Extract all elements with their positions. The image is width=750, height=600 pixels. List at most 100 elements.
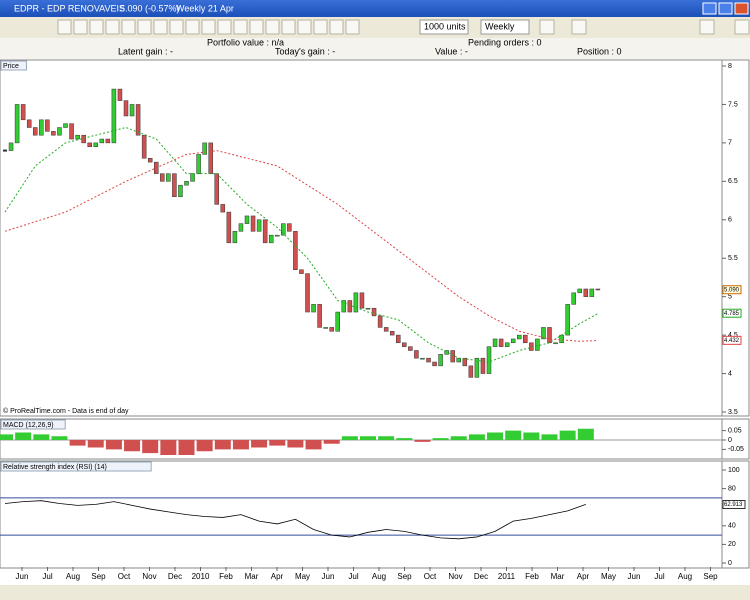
candle xyxy=(281,223,286,236)
candle xyxy=(3,149,7,152)
candle xyxy=(353,292,359,313)
candle xyxy=(20,104,26,121)
status-bar xyxy=(0,585,750,600)
candle xyxy=(196,154,201,174)
macd-bar xyxy=(541,434,558,440)
macd-bar xyxy=(559,430,576,440)
macd-bar xyxy=(232,440,249,450)
candle xyxy=(571,292,576,305)
tool-button[interactable] xyxy=(281,19,296,35)
candle xyxy=(57,127,62,136)
macd-bar xyxy=(378,436,395,440)
y-tick-label: 40 xyxy=(728,523,736,530)
y-tick-label: 3.5 xyxy=(728,409,738,416)
candle xyxy=(365,307,371,310)
y-tick-label: 4.5 xyxy=(728,332,738,339)
tool-button[interactable] xyxy=(734,19,750,35)
tool-button[interactable] xyxy=(89,19,104,35)
minimize-button[interactable] xyxy=(702,2,717,15)
candle xyxy=(208,142,213,174)
pane xyxy=(0,59,723,417)
pane-axis xyxy=(721,460,750,569)
candle xyxy=(87,142,92,147)
y-tick-label: 0 xyxy=(728,560,732,567)
tool-button[interactable] xyxy=(313,19,328,35)
candle xyxy=(256,219,262,232)
y-tick-label: 6.5 xyxy=(728,178,738,185)
tool-button[interactable] xyxy=(153,19,168,35)
macd-bar xyxy=(468,434,485,440)
candle xyxy=(117,88,123,101)
portfolio-value: Portfolio value : n/a xyxy=(207,37,284,47)
candle xyxy=(396,334,401,344)
macd-bar xyxy=(360,436,376,440)
tool-button[interactable] xyxy=(265,19,280,35)
tool-button[interactable] xyxy=(699,19,715,35)
x-tick-label: May xyxy=(601,572,616,581)
macd-bar xyxy=(33,434,50,440)
tool-button[interactable] xyxy=(121,19,136,35)
tool-button[interactable] xyxy=(137,19,152,35)
macd-bar xyxy=(124,440,141,452)
x-tick-label: 2011 xyxy=(498,572,516,581)
x-tick-label: Apr xyxy=(271,572,284,581)
candle xyxy=(565,304,570,336)
pane-title: Relative strength index (RSI) (14) xyxy=(3,464,107,471)
x-tick-label: 2010 xyxy=(192,572,210,581)
candle xyxy=(583,288,589,297)
candle xyxy=(220,204,226,213)
macd-bar xyxy=(577,428,594,440)
candle xyxy=(517,334,522,340)
tool-button[interactable] xyxy=(57,19,72,35)
candle xyxy=(51,131,56,136)
macd-bar xyxy=(142,440,159,454)
tool-button[interactable] xyxy=(233,19,248,35)
maximize-button[interactable] xyxy=(718,2,733,15)
tool-button[interactable] xyxy=(201,19,216,35)
candle xyxy=(383,327,389,332)
candle xyxy=(444,350,449,355)
tool-button[interactable] xyxy=(571,19,587,35)
candle xyxy=(535,338,540,351)
tool-button[interactable] xyxy=(249,19,264,35)
tool-button[interactable] xyxy=(297,19,312,35)
tool-button[interactable] xyxy=(185,19,200,35)
candle xyxy=(147,158,153,163)
candle xyxy=(305,273,310,313)
candle xyxy=(262,219,268,244)
candle xyxy=(389,331,395,336)
x-tick-label: Aug xyxy=(66,572,80,581)
candle xyxy=(474,357,480,378)
latent-gain: Latent gain : - xyxy=(118,46,173,56)
x-tick-label: Jul xyxy=(42,572,52,581)
candle xyxy=(329,327,334,332)
close-button[interactable] xyxy=(734,2,749,15)
x-tick-label: Jul xyxy=(654,572,664,581)
pane-axis xyxy=(721,418,750,460)
candle xyxy=(450,350,455,363)
candle xyxy=(371,307,377,317)
tool-button[interactable] xyxy=(105,19,120,35)
tool-button[interactable] xyxy=(169,19,184,35)
x-tick-label: Nov xyxy=(448,572,462,581)
candle xyxy=(135,104,141,136)
pane-label-box xyxy=(0,419,66,430)
tool-button[interactable] xyxy=(539,19,555,35)
candle xyxy=(111,88,117,144)
candle xyxy=(93,142,98,147)
tool-button[interactable] xyxy=(329,19,344,35)
window-period: Weekly 21 Apr xyxy=(176,3,234,13)
macd-bar xyxy=(505,430,522,440)
tool-button[interactable] xyxy=(217,19,232,35)
candle xyxy=(408,346,413,351)
macd-bar xyxy=(487,432,504,440)
tool-button[interactable] xyxy=(73,19,88,35)
candle xyxy=(311,304,316,313)
candle xyxy=(553,342,558,345)
candle xyxy=(99,138,105,144)
quantity-select[interactable] xyxy=(419,19,469,35)
tool-button[interactable] xyxy=(345,19,360,35)
timeframe-select[interactable] xyxy=(480,19,530,35)
candle xyxy=(33,127,38,136)
